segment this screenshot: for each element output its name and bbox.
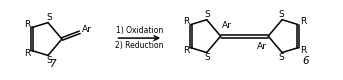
Text: S: S bbox=[278, 53, 284, 62]
Text: R: R bbox=[300, 17, 306, 26]
Text: R: R bbox=[183, 46, 189, 55]
Text: R: R bbox=[24, 49, 30, 58]
Text: R: R bbox=[24, 20, 30, 29]
Text: S: S bbox=[46, 13, 52, 22]
Text: 2) Reduction: 2) Reduction bbox=[115, 41, 164, 50]
Text: Ar: Ar bbox=[82, 25, 92, 34]
Text: S: S bbox=[46, 56, 52, 65]
Text: S: S bbox=[205, 53, 211, 62]
Text: 6: 6 bbox=[303, 56, 309, 66]
Text: 7: 7 bbox=[49, 59, 55, 69]
Text: Ar: Ar bbox=[222, 21, 232, 30]
Text: R: R bbox=[300, 46, 306, 55]
Text: 1) Oxidation: 1) Oxidation bbox=[116, 26, 163, 35]
Text: R: R bbox=[183, 17, 189, 26]
Text: Ar: Ar bbox=[257, 42, 267, 51]
Text: S: S bbox=[278, 10, 284, 19]
Text: S: S bbox=[205, 10, 211, 19]
